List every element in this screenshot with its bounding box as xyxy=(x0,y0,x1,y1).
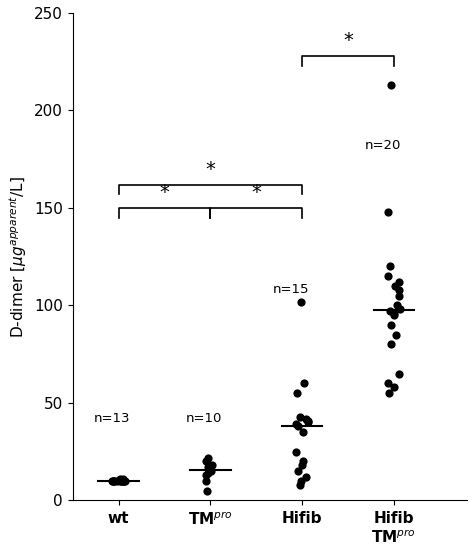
Point xyxy=(202,477,210,486)
Point xyxy=(292,420,300,429)
Point xyxy=(121,477,128,486)
Text: n=20: n=20 xyxy=(365,139,401,152)
Point xyxy=(110,477,118,486)
Point xyxy=(293,389,301,398)
Text: *: * xyxy=(343,31,353,50)
Point xyxy=(393,301,401,310)
Text: *: * xyxy=(205,160,215,179)
Point xyxy=(302,473,310,482)
Point xyxy=(299,461,306,470)
Point xyxy=(202,457,210,466)
Y-axis label: D-dimer [$\mu g^{apparent}$/L]: D-dimer [$\mu g^{apparent}$/L] xyxy=(7,176,28,338)
Point xyxy=(386,262,393,271)
Point xyxy=(294,467,302,476)
Point xyxy=(384,207,392,216)
Point xyxy=(296,412,303,421)
Point xyxy=(292,447,300,456)
Point xyxy=(206,465,213,474)
Point xyxy=(300,457,307,466)
Point xyxy=(109,477,116,486)
Point xyxy=(204,463,211,472)
Point xyxy=(202,471,210,479)
Point xyxy=(390,311,398,320)
Point xyxy=(204,469,211,478)
Point xyxy=(294,422,301,431)
Point xyxy=(384,379,392,388)
Point xyxy=(396,291,403,300)
Text: n=15: n=15 xyxy=(273,283,309,296)
Point xyxy=(297,481,304,489)
Point xyxy=(119,477,127,486)
Point xyxy=(113,477,121,486)
Point xyxy=(388,321,395,330)
Point xyxy=(207,467,214,476)
Point xyxy=(116,474,124,483)
Point xyxy=(388,81,395,90)
Point xyxy=(109,477,117,486)
Point xyxy=(204,453,211,462)
Point xyxy=(386,307,393,316)
Point xyxy=(300,428,307,437)
Point xyxy=(301,379,308,388)
Point xyxy=(304,418,311,427)
Point xyxy=(395,278,403,286)
Point xyxy=(396,305,403,314)
Point xyxy=(395,369,403,378)
Point xyxy=(304,416,312,425)
Point xyxy=(395,285,402,294)
Point xyxy=(392,330,400,339)
Point xyxy=(385,389,392,398)
Point xyxy=(391,309,398,317)
Text: *: * xyxy=(160,183,169,202)
Point xyxy=(118,477,125,486)
Point xyxy=(110,477,118,486)
Point xyxy=(208,461,216,470)
Point xyxy=(116,477,124,486)
Point xyxy=(118,477,126,486)
Point xyxy=(391,281,399,290)
Text: n=13: n=13 xyxy=(94,412,130,425)
Text: *: * xyxy=(251,183,261,202)
Point xyxy=(119,474,127,483)
Point xyxy=(298,477,305,486)
Point xyxy=(384,272,392,280)
Point xyxy=(387,340,394,349)
Point xyxy=(298,297,305,306)
Point xyxy=(121,477,128,486)
Point xyxy=(203,486,210,495)
Text: n=10: n=10 xyxy=(186,412,222,425)
Point xyxy=(390,383,397,392)
Point xyxy=(302,414,310,423)
